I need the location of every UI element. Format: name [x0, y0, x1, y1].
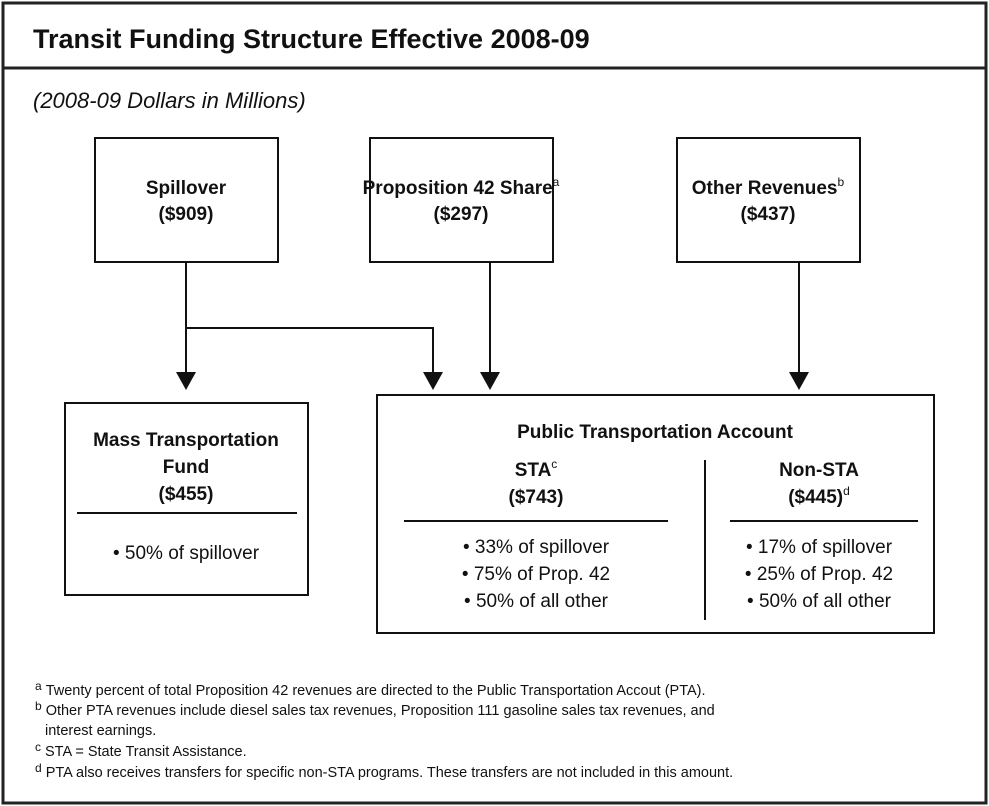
mtf-amount: ($455): [159, 484, 214, 505]
bullet: • 50% of spillover: [113, 543, 260, 564]
bullet: • 50% of all other: [464, 591, 609, 612]
footnote-text: STA = State Transit Assistance.: [45, 744, 247, 760]
arrowhead: [423, 372, 443, 390]
connectors: [185, 262, 800, 374]
title: Transit Funding Structure Effective 2008…: [33, 24, 590, 54]
prop42-box: [369, 137, 554, 263]
pta-title: Public Transportation Account: [517, 422, 794, 443]
mtf-label: Fund: [163, 457, 209, 478]
amount: ($445): [788, 487, 843, 508]
footnote: b Other PTA revenues include diesel sales…: [35, 699, 715, 719]
footnote-text: Twenty percent of total Proposition 42 r…: [46, 683, 706, 699]
label: Proposition 42 Share: [363, 178, 553, 199]
label: Other Revenues: [692, 178, 838, 199]
mtf-label: Mass Transportation: [93, 430, 279, 451]
note: a: [553, 175, 560, 189]
footnote-text: Other PTA revenues include diesel sales …: [46, 703, 715, 719]
source-label: Proposition 42 Sharea: [363, 175, 560, 199]
mtf-box: [64, 402, 309, 596]
source-label: Other Revenuesb: [692, 175, 845, 199]
arrowhead: [480, 372, 500, 390]
note: c: [551, 457, 557, 471]
non-sta-label: Non-STA: [779, 460, 859, 481]
source-amount: ($437): [741, 204, 796, 225]
footnote: c STA = State Transit Assistance.: [35, 740, 247, 760]
bullet: • 17% of spillover: [746, 537, 893, 558]
sta-label: STAc: [515, 457, 558, 481]
label: STA: [515, 460, 552, 481]
non-sta-amount: ($445)d: [788, 484, 850, 508]
spillover-box: [94, 137, 279, 263]
other-revenues-box: [676, 137, 861, 263]
source-label: Spillover: [146, 178, 227, 199]
footnote: d PTA also receives transfers for specifi…: [35, 761, 733, 781]
footnote: a Twenty percent of total Proposition 42 …: [35, 679, 706, 699]
bullet: • 25% of Prop. 42: [745, 564, 893, 585]
bullet: • 33% of spillover: [463, 537, 610, 558]
pta-box: [376, 394, 935, 634]
bullet: • 75% of Prop. 42: [462, 564, 610, 585]
arrowhead: [789, 372, 809, 390]
marker: a: [35, 679, 42, 693]
arrowhead: [176, 372, 196, 390]
marker: c: [35, 740, 41, 754]
note: b: [838, 175, 845, 189]
note: d: [843, 484, 850, 498]
marker: d: [35, 761, 42, 775]
source-amount: ($297): [434, 204, 489, 225]
footnote-text: interest earnings.: [45, 723, 156, 739]
source-amount: ($909): [159, 204, 214, 225]
sta-amount: ($743): [509, 487, 564, 508]
subtitle: (2008-09 Dollars in Millions): [33, 88, 306, 113]
footnote-text: PTA also receives transfers for specific…: [46, 765, 733, 781]
bullet: • 50% of all other: [747, 591, 892, 612]
marker: b: [35, 699, 42, 713]
